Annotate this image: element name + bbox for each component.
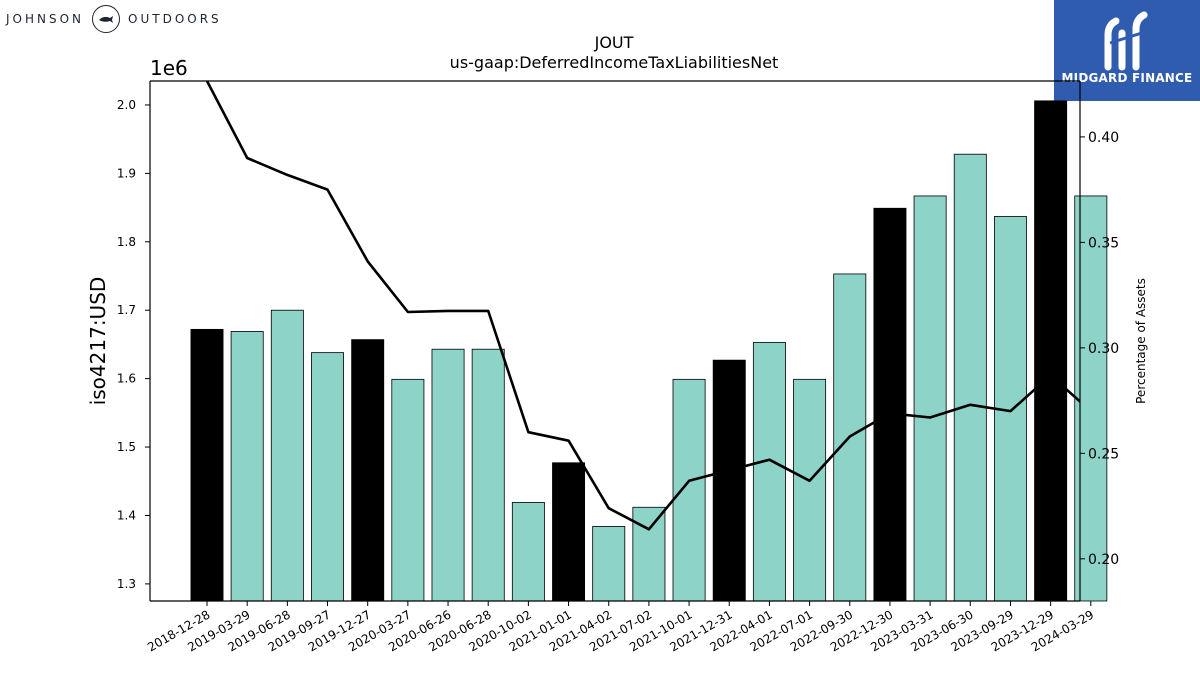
bar-2020-06-26 [431,348,465,602]
bar-2023-06-30 [953,153,987,602]
y2-tick-label: 0.30 [1088,341,1119,357]
bar-2021-04-02 [592,526,626,602]
y-tick-label: 1.5 [117,440,136,454]
y-tick-label: 1.4 [117,508,136,522]
logo-word-johnson: JOHNSON [6,12,85,26]
bar-2020-06-28 [471,348,505,602]
bar-2023-03-31 [913,195,947,602]
bar-2020-03-27 [391,378,425,602]
midgard-m-icon [1104,11,1149,71]
bar-2023-12-29 [1034,100,1068,602]
chart-labels: JOUT us-gaap:DeferredIncomeTaxLiabilitie… [86,33,1148,405]
y2-tick-label: 0.20 [1088,552,1119,568]
y-tick-label: 1.9 [117,166,136,180]
bar-2022-07-01 [793,378,827,602]
y2-tick-label: 0.40 [1088,130,1119,146]
y-tick-label: 1.6 [117,372,136,386]
brand-name: MIDGARD FINANCE [1061,71,1193,85]
bar-2019-06-28 [270,309,304,602]
fish-icon [92,5,121,33]
midgard-finance-logo: MIDGARD FINANCE [1054,0,1200,101]
bar-2021-07-02 [632,506,666,602]
y2-tick-label: 0.35 [1088,235,1119,251]
y-axis-label: iso4217:USD [86,277,110,406]
bar-2021-10-01 [672,378,706,602]
y-offset-label: 1e6 [150,56,188,80]
y-tick-label: 1.3 [117,577,136,591]
bar-2022-04-01 [752,341,786,602]
bar-2018-12-28 [190,328,224,602]
bar-2021-01-01 [552,462,586,602]
y2-axis-label: Percentage of Assets [1134,278,1148,404]
bar-2021-12-31 [712,359,746,602]
y-tick-label: 1.8 [117,235,136,249]
johnson-outdoors-logo: JOHNSON OUTDOORS [6,4,222,34]
bar-2019-09-27 [311,352,344,602]
chart-subtitle: us-gaap:DeferredIncomeTaxLiabilitiesNet [450,53,779,72]
chart-title: JOUT [594,33,634,52]
logo-word-outdoors: OUTDOORS [128,12,222,26]
bar-2020-10-02 [511,502,545,602]
line-series [205,81,1080,531]
bar-2019-12-27 [351,339,385,602]
y-tick-label: 1.7 [117,303,136,317]
bar-2022-12-30 [873,207,907,602]
y2-tick-label: 0.25 [1088,446,1119,462]
bar-series [190,100,1108,602]
bar-2019-03-29 [230,331,264,602]
percentage-of-assets-line [205,81,1080,531]
y-tick-label: 2.0 [117,98,136,112]
